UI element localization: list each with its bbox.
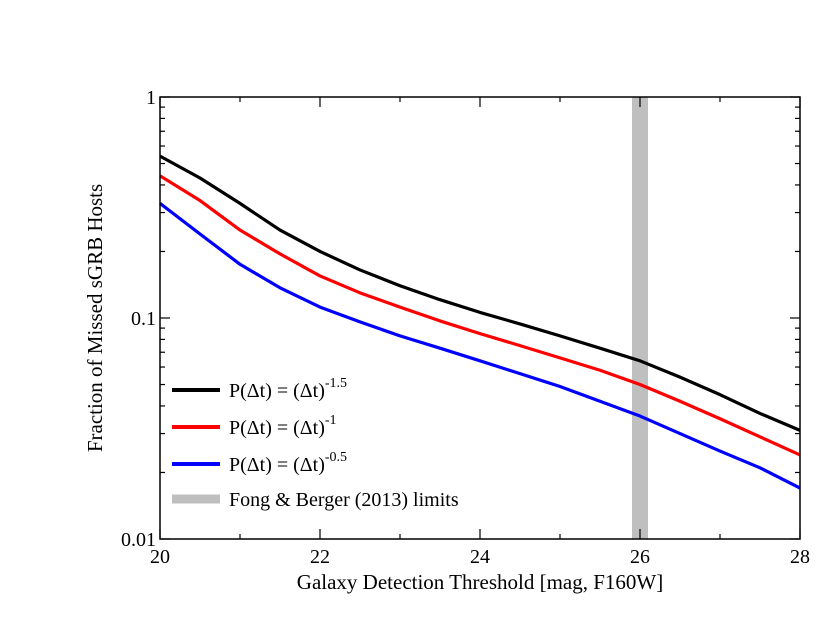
- tick-labels-layer: 20 22 24 26 28 0.01 0.1 1: [121, 87, 810, 568]
- legend-label-2: P(Δt) = (Δt)-0.5: [229, 450, 347, 476]
- x-tick-label: 20: [150, 546, 170, 568]
- series-line-1: [159, 174, 801, 457]
- series-layer: [159, 154, 801, 490]
- y-tick-label: 0.1: [131, 308, 156, 330]
- band-layer: [632, 97, 648, 539]
- legend-label-1: P(Δt) = (Δt)-1: [229, 413, 337, 439]
- x-tick-label: 22: [310, 546, 330, 568]
- x-tick-label: 24: [470, 546, 490, 568]
- y-tick-label: 0.01: [121, 529, 156, 551]
- y-axis-label: Fraction of Missed sGRB Hosts: [83, 184, 107, 452]
- y-tick-label: 1: [146, 87, 156, 109]
- series-line-0: [159, 154, 801, 432]
- x-tick-label: 28: [790, 546, 810, 568]
- x-axis-label: Galaxy Detection Threshold [mag, F160W]: [297, 570, 663, 594]
- legend-label-0: P(Δt) = (Δt)-1.5: [229, 376, 347, 402]
- legend: P(Δt) = (Δt)-1.5 P(Δt) = (Δt)-1 P(Δt) = (Δ…: [172, 376, 459, 511]
- ticks-layer: [159, 96, 801, 540]
- legend-label-band: Fong & Berger (2013) limits: [229, 489, 459, 511]
- series-line-2: [159, 202, 801, 490]
- fong-berger-limit-band: [632, 97, 648, 539]
- x-tick-label: 26: [630, 546, 650, 568]
